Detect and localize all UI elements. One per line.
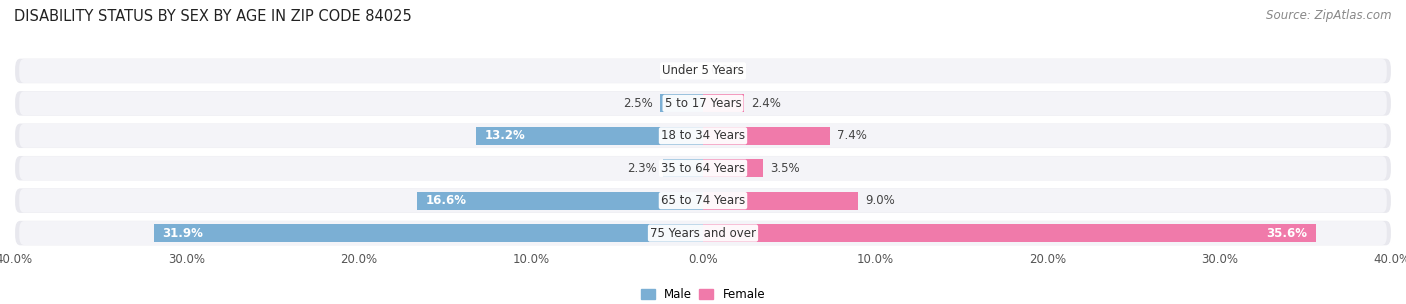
Text: 2.3%: 2.3% bbox=[627, 162, 657, 175]
Text: Under 5 Years: Under 5 Years bbox=[662, 64, 744, 78]
FancyBboxPatch shape bbox=[20, 156, 1386, 180]
Text: 65 to 74 Years: 65 to 74 Years bbox=[661, 194, 745, 207]
Text: 9.0%: 9.0% bbox=[865, 194, 894, 207]
Bar bbox=[659, 95, 703, 112]
Bar bbox=[703, 224, 1316, 242]
Bar bbox=[664, 159, 703, 177]
Bar bbox=[703, 192, 858, 209]
FancyBboxPatch shape bbox=[14, 123, 1392, 149]
Bar bbox=[418, 192, 703, 209]
FancyBboxPatch shape bbox=[14, 220, 1392, 246]
Bar bbox=[703, 159, 763, 177]
Legend: Male, Female: Male, Female bbox=[636, 283, 770, 304]
Bar bbox=[475, 127, 703, 145]
FancyBboxPatch shape bbox=[14, 58, 1392, 84]
FancyBboxPatch shape bbox=[14, 90, 1392, 117]
Text: 35.6%: 35.6% bbox=[1267, 226, 1308, 240]
Text: 0.0%: 0.0% bbox=[710, 64, 740, 78]
Text: 18 to 34 Years: 18 to 34 Years bbox=[661, 129, 745, 142]
Text: DISABILITY STATUS BY SEX BY AGE IN ZIP CODE 84025: DISABILITY STATUS BY SEX BY AGE IN ZIP C… bbox=[14, 9, 412, 24]
Text: 75 Years and over: 75 Years and over bbox=[650, 226, 756, 240]
Text: 2.5%: 2.5% bbox=[623, 97, 652, 110]
Text: 13.2%: 13.2% bbox=[484, 129, 524, 142]
FancyBboxPatch shape bbox=[20, 59, 1386, 83]
Text: 7.4%: 7.4% bbox=[838, 129, 868, 142]
Text: 31.9%: 31.9% bbox=[162, 226, 202, 240]
FancyBboxPatch shape bbox=[14, 187, 1392, 214]
FancyBboxPatch shape bbox=[20, 124, 1386, 148]
FancyBboxPatch shape bbox=[20, 189, 1386, 212]
Text: 16.6%: 16.6% bbox=[426, 194, 467, 207]
Bar bbox=[703, 95, 744, 112]
Bar bbox=[153, 224, 703, 242]
Text: 3.5%: 3.5% bbox=[770, 162, 800, 175]
FancyBboxPatch shape bbox=[14, 155, 1392, 181]
FancyBboxPatch shape bbox=[20, 92, 1386, 115]
Bar bbox=[703, 127, 831, 145]
Text: Source: ZipAtlas.com: Source: ZipAtlas.com bbox=[1267, 9, 1392, 22]
FancyBboxPatch shape bbox=[20, 221, 1386, 245]
Text: 5 to 17 Years: 5 to 17 Years bbox=[665, 97, 741, 110]
Text: 2.4%: 2.4% bbox=[751, 97, 782, 110]
Text: 35 to 64 Years: 35 to 64 Years bbox=[661, 162, 745, 175]
Text: 0.0%: 0.0% bbox=[666, 64, 696, 78]
